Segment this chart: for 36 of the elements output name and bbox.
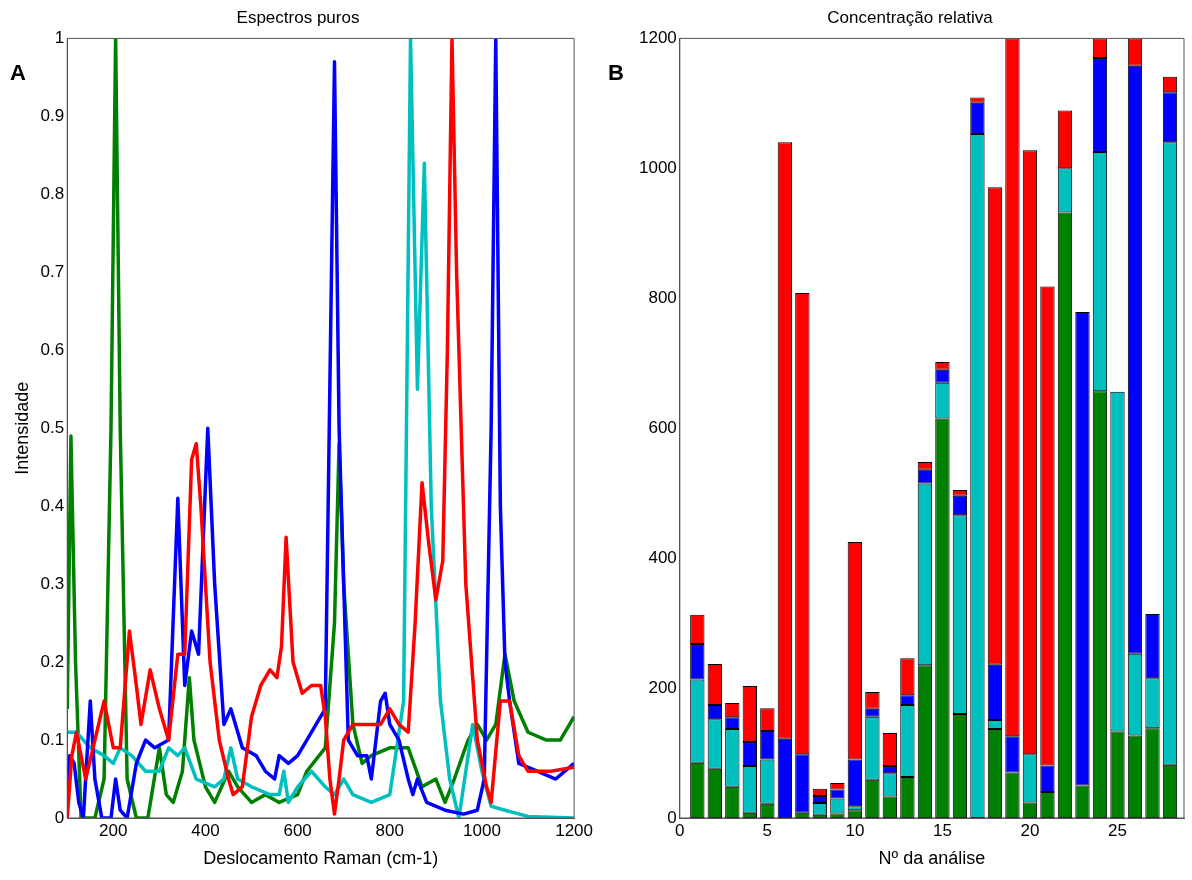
y-tick-label: 0.5 xyxy=(40,417,65,437)
y-tick-label: 0.7 xyxy=(40,261,65,281)
y-tick-label: 800 xyxy=(648,287,677,307)
x-tick-label: 600 xyxy=(283,820,312,840)
x-tick-label: 400 xyxy=(191,820,220,840)
y-tick-label: 0.8 xyxy=(40,184,65,204)
y-tick-label: 0.1 xyxy=(40,729,65,749)
text: A xyxy=(10,60,26,86)
x-tick-label: 1000 xyxy=(463,820,501,840)
y-tick-label: 0.2 xyxy=(40,651,65,671)
y-tick-label: 0 xyxy=(667,807,677,827)
y-axis-title: Intensidade xyxy=(11,381,32,475)
y-tick-label: 0.3 xyxy=(40,573,65,593)
x-axis-title: Nº da análise xyxy=(878,848,986,869)
y-tick-label: 0.6 xyxy=(40,339,65,359)
y-tick-label: 200 xyxy=(648,677,677,697)
x-axis-title: Deslocamento Raman (cm-1) xyxy=(203,848,439,869)
x-tick-label: 15 xyxy=(932,820,952,840)
chart-title: Concentração relativa xyxy=(827,7,994,27)
x-tick-label: 25 xyxy=(1108,820,1127,840)
y-tick-label: 600 xyxy=(648,417,677,437)
y-tick-label: 0.4 xyxy=(40,495,65,515)
y-tick-label: 1000 xyxy=(638,158,677,178)
y-tick-label: 0.9 xyxy=(40,106,65,126)
y-tick-label: 1200 xyxy=(638,28,677,48)
chart-title: Espectros puros xyxy=(236,7,360,27)
text: B xyxy=(608,60,624,86)
x-tick-label: 200 xyxy=(99,820,128,840)
x-tick-label: 20 xyxy=(1020,820,1040,840)
x-tick-label: 1200 xyxy=(555,820,593,840)
x-tick-label: 5 xyxy=(762,820,773,840)
y-tick-label: 400 xyxy=(648,547,677,567)
y-tick-label: 1 xyxy=(54,28,65,48)
x-tick-label: 10 xyxy=(845,820,865,840)
y-tick-label: 0 xyxy=(54,807,65,827)
x-tick-label: 800 xyxy=(375,820,404,840)
